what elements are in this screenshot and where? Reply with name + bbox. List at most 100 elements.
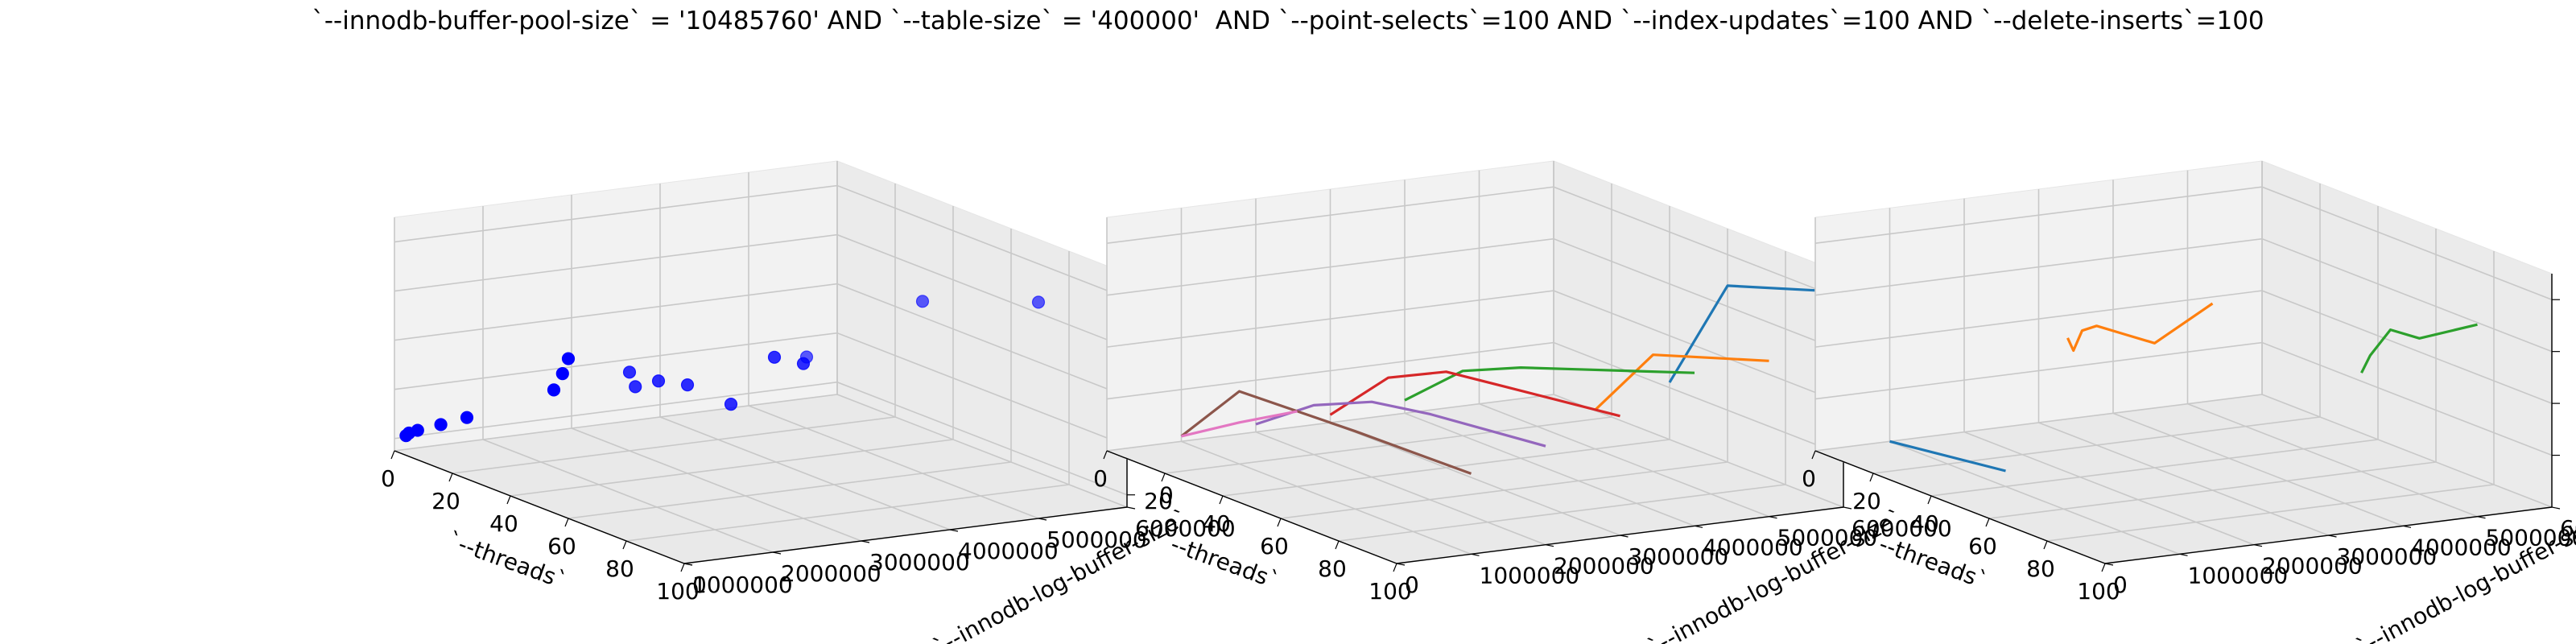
grid-line-y — [1963, 431, 2255, 546]
x-tick-label: 0 — [381, 465, 395, 492]
x-tick-label: 0 — [1802, 465, 1816, 492]
grid-line-y — [1553, 394, 1844, 508]
series-line-orange — [1594, 353, 1769, 411]
y-tick-label: 5000000 — [2486, 525, 2576, 551]
scatter-point — [460, 411, 474, 424]
grid-line-y — [748, 405, 1039, 519]
x-tick-mark — [1869, 473, 1874, 482]
grid-line-y — [1330, 422, 1620, 536]
y-tick-mark — [949, 529, 959, 532]
grid-line-z — [394, 233, 1128, 349]
series-line-green — [2360, 323, 2478, 374]
series-line-blue — [1889, 440, 2006, 473]
x-tick-mark — [1393, 563, 1397, 572]
y-tick-mark — [2104, 563, 2114, 566]
x-axis-line — [1106, 450, 1397, 564]
y-tick-label: 0 — [2113, 572, 2128, 598]
grid-line-y — [659, 416, 951, 530]
grid-line-z — [1814, 186, 2553, 300]
grid-line-x — [625, 484, 1070, 542]
y-tick-label: 1000000 — [1480, 562, 1580, 588]
grid-line-y — [2112, 412, 2404, 527]
x-tick-mark — [506, 495, 511, 505]
scatter-point — [915, 295, 930, 308]
series-line-red — [1329, 370, 1620, 418]
grid-line-x — [510, 439, 954, 497]
y-tick-mark — [2328, 535, 2337, 538]
x-tick-label: 60 — [1968, 533, 1997, 559]
z-tick-label: 0 — [1159, 482, 1174, 509]
y-tick-mark — [1396, 563, 1406, 566]
scatter-point — [561, 352, 576, 365]
x-tick-label: 40 — [489, 510, 518, 537]
grid-line-z — [1106, 237, 1844, 353]
grid-line-y — [1889, 440, 2180, 555]
grid-line-y — [2261, 394, 2553, 508]
y-tick-label: 4000000 — [1703, 534, 1803, 560]
grid-line-z — [394, 184, 1128, 299]
y-tick-label: 0 — [1405, 572, 1419, 598]
grid-line-z — [394, 332, 1128, 447]
scatter-point — [651, 374, 666, 388]
y-tick-mark — [2551, 506, 2561, 510]
grid-line-y — [571, 427, 862, 542]
scatter-point — [547, 383, 561, 397]
grid-line-y — [1181, 440, 1472, 555]
x-tick-label: 60 — [1260, 533, 1289, 559]
y-tick-label: 1000000 — [692, 572, 793, 598]
x-tick-label: 60 — [547, 533, 576, 559]
y-tick-mark — [1545, 544, 1554, 547]
y-tick-label: 2000000 — [2262, 553, 2363, 580]
y-tick-label: 0 — [692, 572, 707, 598]
grid-line-z — [1106, 186, 1844, 300]
series-line-blue — [1668, 284, 1844, 383]
grid-line-z — [1814, 237, 2553, 353]
x-tick-mark — [680, 563, 685, 572]
scatter-point — [434, 418, 448, 431]
x-axis-line — [1814, 450, 2106, 564]
x-tick-mark — [1335, 540, 1340, 550]
scatter-point — [555, 367, 569, 381]
x-tick-mark — [1219, 495, 1224, 505]
y-tick-mark — [1694, 525, 1703, 528]
grid-line-x — [394, 394, 838, 452]
x-tick-mark — [1927, 495, 1932, 505]
y-tick-label: 3000000 — [2337, 543, 2438, 570]
y-tick-label: 4000000 — [958, 538, 1059, 564]
grid-line-y — [836, 394, 1128, 508]
scatter-point — [799, 350, 814, 364]
x-tick-mark — [2043, 540, 2048, 550]
y-tick-label: 3000000 — [1629, 543, 1729, 570]
grid-line-y — [2038, 422, 2329, 536]
x-tick-mark — [1161, 473, 1166, 482]
x-tick-mark — [622, 540, 627, 550]
x-tick-label: 80 — [605, 555, 634, 582]
y-tick-mark — [861, 540, 870, 543]
y-tick-mark — [1126, 506, 1136, 510]
x-tick-label: 80 — [1318, 555, 1347, 582]
series-line-green — [1404, 366, 1695, 402]
scatter-point — [767, 350, 782, 364]
series-line-brown — [1180, 390, 1472, 475]
scatter-point — [1031, 295, 1046, 309]
grid-line-z — [1106, 341, 1844, 456]
x-tick-label: 40 — [1910, 510, 1939, 537]
scatter-point — [724, 398, 738, 411]
series-line-pink — [1181, 410, 1298, 438]
scatter-point — [411, 423, 424, 437]
figure-title: `--innodb-buffer-pool-size` = '10485760'… — [312, 6, 2264, 35]
y-tick-label: 4000000 — [2411, 534, 2512, 560]
x-tick-label: 100 — [1368, 578, 1411, 605]
y-tick-mark — [2402, 525, 2412, 528]
x-tick-label: 0 — [1093, 465, 1108, 492]
y-tick-mark — [1471, 553, 1480, 556]
y-axis-line — [683, 506, 1128, 564]
x-tick-label: 40 — [1202, 510, 1231, 537]
grid-line-x — [452, 416, 896, 474]
y-tick-label: 1000000 — [2188, 562, 2289, 588]
y-tick-mark — [2253, 544, 2263, 547]
y-tick-label: 5000000 — [1046, 526, 1147, 553]
